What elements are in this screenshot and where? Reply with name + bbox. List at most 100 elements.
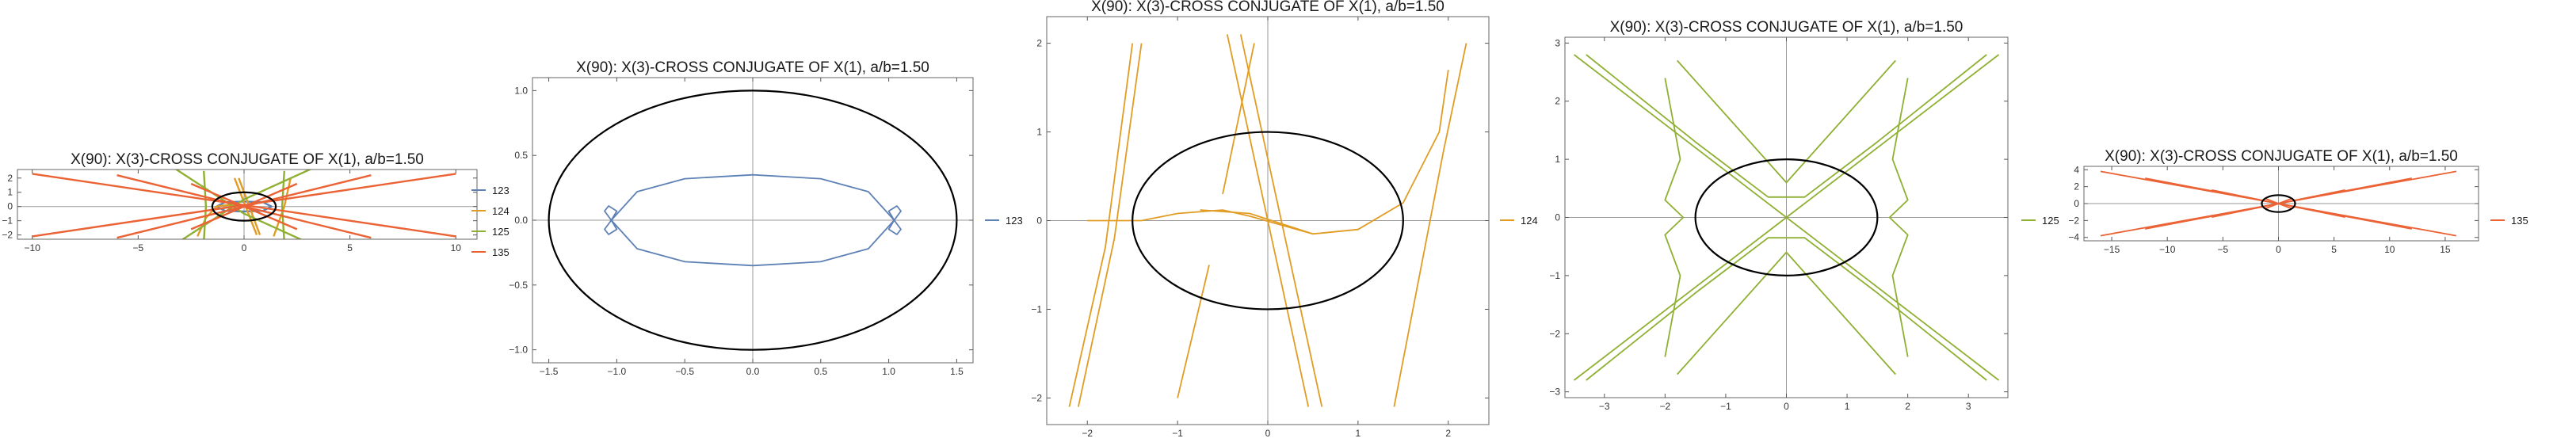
legend: 123 124 125 135 (471, 185, 509, 258)
y-tick-label: 1 (1036, 127, 1042, 138)
y-tick-label: 0.0 (514, 215, 528, 226)
plot-frame (2083, 166, 2479, 242)
x-tick-label: 0 (242, 242, 247, 253)
series-135-curve-2 (32, 173, 456, 238)
y-tick-label: −0.5 (509, 280, 528, 291)
y-tick-label: 1.0 (514, 85, 528, 96)
series-125-curve-7 (1664, 78, 1685, 357)
plot-area (1068, 34, 1467, 407)
x-tick-label: −10 (2159, 244, 2176, 255)
x-tick-label: −5 (2218, 244, 2229, 255)
x-tick-label: −15 (2104, 244, 2120, 255)
x-tick-label: 0 (2276, 244, 2281, 255)
legend: 123 (985, 215, 1023, 227)
series-124-curve-10 (1438, 70, 1449, 132)
chart-panel-3: X(90): X(3)-CROSS CONJUGATE OF X(1), a/b… (1031, 0, 1537, 439)
chart-title: X(90): X(3)-CROSS CONJUGATE OF X(1), a/b… (1091, 0, 1444, 15)
y-tick-label: 2 (1036, 38, 1042, 49)
series-125-curve-4 (1573, 54, 2000, 381)
y-tick-label: 2 (2074, 181, 2079, 192)
reference-ellipse (548, 90, 958, 351)
y-tick-label: −2 (2, 230, 13, 241)
legend: 125 (2021, 215, 2059, 227)
x-tick-label: −0.5 (675, 366, 694, 377)
y-tick-label: 0 (2074, 198, 2079, 209)
plot-area (2100, 170, 2457, 237)
series-124-curve-2 (1078, 43, 1143, 407)
series-123-curve-2 (604, 205, 618, 235)
series-125-curve-1 (1586, 54, 1987, 198)
series-123-curve-3 (887, 205, 902, 235)
x-tick-label: −1.5 (540, 366, 559, 377)
y-tick-label: −3 (1549, 387, 1560, 398)
series-125-curve-8 (1888, 78, 1909, 357)
series-124-curve-3 (1087, 209, 1314, 235)
chart-panel-5: X(90): X(3)-CROSS CONJUGATE OF X(1), a/b… (2068, 148, 2528, 255)
legend-label-124: 124 (1521, 215, 1538, 227)
y-tick-label: 1 (1555, 154, 1560, 165)
series-124-curve-6 (1239, 34, 1323, 407)
legend-label-135: 135 (492, 246, 509, 258)
x-tick-label: −1 (1172, 428, 1183, 439)
x-tick-label: 15 (2440, 244, 2451, 255)
legend-label-123: 123 (492, 185, 509, 196)
series-125-curve-6 (1677, 251, 1896, 375)
x-tick-label: 0 (1784, 401, 1789, 412)
plot-frame (1046, 16, 1490, 425)
chart-panel-4: X(90): X(3)-CROSS CONJUGATE OF X(1), a/b… (1549, 19, 2059, 412)
y-tick-label: 0 (1036, 215, 1042, 227)
plot-area (32, 170, 456, 239)
y-tick-label: −4 (2068, 232, 2079, 243)
reference-ellipse (2261, 194, 2296, 213)
y-tick-label: 0 (1555, 212, 1560, 223)
y-tick-label: −2 (2068, 215, 2079, 226)
x-tick-label: 1.5 (950, 366, 964, 377)
series-124-curve-1 (1068, 43, 1134, 407)
series-135-curve-6 (190, 182, 298, 231)
reference-ellipse (211, 191, 277, 222)
x-tick-label: 1.0 (882, 366, 895, 377)
x-tick-label: 5 (2331, 244, 2337, 255)
chart-panel-2: X(90): X(3)-CROSS CONJUGATE OF X(1), a/b… (509, 59, 1022, 377)
series-124-curve-7 (1222, 43, 1255, 195)
plot-area (548, 90, 958, 351)
x-tick-label: 2 (1445, 428, 1451, 439)
series-125-curve-5 (1677, 59, 1896, 184)
plot-frame (532, 77, 974, 364)
series-124-curve-9 (1393, 43, 1467, 407)
y-tick-label: −2 (1549, 328, 1560, 339)
x-tick-label: 0.5 (814, 366, 827, 377)
y-tick-label: 1 (7, 187, 13, 198)
chart-title: X(90): X(3)-CROSS CONJUGATE OF X(1), a/b… (2105, 148, 2458, 165)
x-tick-label: −2 (1082, 428, 1093, 439)
series-124-curve-4 (1200, 131, 1441, 235)
legend-label-123: 123 (1006, 215, 1023, 227)
plot-area (1573, 54, 2000, 381)
chart-panel-1: X(90): X(3)-CROSS CONJUGATE OF X(1), a/b… (2, 151, 509, 258)
y-tick-label: 2 (7, 173, 13, 184)
legend-label-125: 125 (2042, 215, 2059, 227)
x-tick-label: 2 (1905, 401, 1910, 412)
series-125-curve-2 (1586, 237, 1987, 381)
legend-label-135: 135 (2511, 215, 2528, 227)
series-125-curve-1 (174, 170, 303, 239)
series-125-curve-3 (203, 170, 208, 239)
x-tick-label: 1 (1845, 401, 1850, 412)
y-tick-label: 0 (7, 201, 13, 212)
x-tick-label: −2 (1660, 401, 1671, 412)
series-125-curve-4 (280, 170, 285, 239)
x-tick-label: 0.0 (746, 366, 760, 377)
series-135-curve-8 (2265, 197, 2292, 210)
x-tick-label: −10 (25, 242, 41, 253)
legend: 135 (2490, 215, 2528, 227)
y-tick-label: −1 (1031, 303, 1042, 314)
y-tick-label: −1 (1549, 270, 1560, 281)
reference-ellipse (1132, 131, 1404, 311)
chart-title: X(90): X(3)-CROSS CONJUGATE OF X(1), a/b… (1610, 19, 1963, 36)
x-tick-label: 10 (451, 242, 462, 253)
y-tick-label: −1.0 (509, 345, 528, 356)
y-tick-label: −1 (2, 215, 13, 227)
plot-frame (17, 169, 478, 240)
y-tick-label: −2 (1031, 392, 1042, 403)
series-124-curve-8 (1177, 265, 1210, 398)
